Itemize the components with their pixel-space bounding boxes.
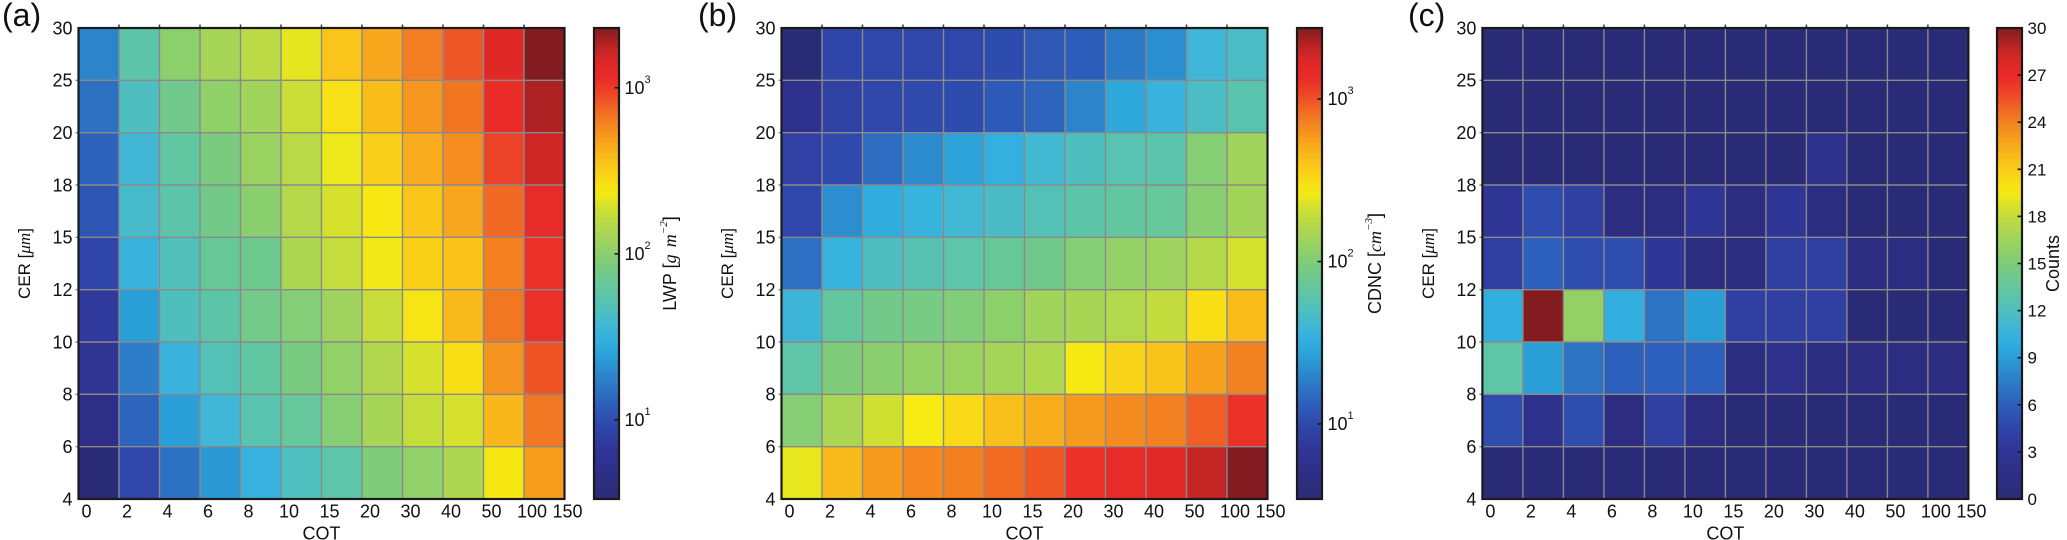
svg-text:6: 6 — [203, 502, 213, 522]
svg-text:10: 10 — [52, 332, 72, 352]
svg-text:12: 12 — [52, 280, 72, 300]
svg-text:15: 15 — [1723, 502, 1743, 522]
svg-text:20: 20 — [1456, 123, 1476, 143]
svg-text:15: 15 — [2028, 255, 2047, 274]
svg-text:20: 20 — [360, 502, 380, 522]
svg-text:40: 40 — [441, 502, 461, 522]
svg-text:100: 100 — [517, 502, 547, 522]
svg-text:25: 25 — [1456, 71, 1476, 91]
svg-text:18: 18 — [52, 175, 72, 195]
svg-text:(a): (a) — [2, 0, 41, 33]
svg-text:30: 30 — [52, 18, 72, 38]
svg-text:12: 12 — [2028, 302, 2047, 321]
svg-text:15: 15 — [1456, 228, 1476, 248]
svg-text:30: 30 — [2028, 19, 2047, 38]
svg-text:25: 25 — [755, 71, 775, 91]
svg-text:18: 18 — [1456, 175, 1476, 195]
svg-text:8: 8 — [243, 502, 253, 522]
svg-text:6: 6 — [62, 437, 72, 457]
svg-text:50: 50 — [1885, 502, 1905, 522]
svg-text:21: 21 — [2028, 160, 2047, 179]
svg-text:2: 2 — [1526, 502, 1536, 522]
svg-text:30: 30 — [1103, 502, 1123, 522]
svg-text:6: 6 — [765, 437, 775, 457]
svg-text:20: 20 — [52, 123, 72, 143]
svg-text:10: 10 — [755, 332, 775, 352]
svg-text:4: 4 — [1566, 502, 1576, 522]
svg-text:0: 0 — [81, 502, 91, 522]
svg-text:8: 8 — [765, 385, 775, 405]
svg-text:LWP [g m−2]: LWP [g m−2] — [658, 216, 680, 311]
svg-text:15: 15 — [52, 228, 72, 248]
svg-text:10: 10 — [1683, 502, 1703, 522]
svg-text:10: 10 — [982, 502, 1002, 522]
svg-text:100: 100 — [1220, 502, 1250, 522]
svg-text:(b): (b) — [698, 0, 737, 33]
svg-text:2: 2 — [825, 502, 835, 522]
svg-text:15: 15 — [319, 502, 339, 522]
svg-text:18: 18 — [2028, 207, 2047, 226]
svg-text:30: 30 — [1804, 502, 1824, 522]
svg-text:6: 6 — [906, 502, 916, 522]
svg-text:20: 20 — [755, 123, 775, 143]
svg-text:CER [μm]: CER [μm] — [15, 228, 34, 299]
svg-text:4: 4 — [765, 489, 775, 509]
svg-text:25: 25 — [52, 71, 72, 91]
svg-text:3: 3 — [2028, 443, 2037, 462]
svg-text:20: 20 — [1764, 502, 1784, 522]
svg-text:150: 150 — [1956, 502, 1986, 522]
svg-text:50: 50 — [481, 502, 501, 522]
svg-text:101: 101 — [1328, 410, 1354, 434]
svg-text:6: 6 — [1607, 502, 1617, 522]
svg-text:30: 30 — [1456, 18, 1476, 38]
svg-text:150: 150 — [1255, 502, 1285, 522]
svg-text:0: 0 — [1485, 502, 1495, 522]
svg-text:15: 15 — [755, 228, 775, 248]
svg-text:COT: COT — [1706, 524, 1744, 540]
svg-text:0: 0 — [784, 502, 794, 522]
svg-text:30: 30 — [755, 18, 775, 38]
svg-text:CER [μm]: CER [μm] — [718, 228, 737, 299]
svg-text:100: 100 — [1921, 502, 1951, 522]
svg-text:COT: COT — [303, 524, 341, 540]
svg-text:6: 6 — [1466, 437, 1476, 457]
svg-text:CER [μm]: CER [μm] — [1419, 228, 1438, 299]
svg-text:Counts: Counts — [2043, 235, 2063, 292]
svg-text:(c): (c) — [1408, 0, 1445, 33]
svg-text:6: 6 — [2028, 396, 2037, 415]
svg-text:4: 4 — [62, 489, 72, 509]
svg-text:20: 20 — [1063, 502, 1083, 522]
svg-text:150: 150 — [552, 502, 582, 522]
svg-text:10: 10 — [279, 502, 299, 522]
svg-text:CDNC [cm−3]: CDNC [cm−3] — [1363, 213, 1385, 314]
svg-text:50: 50 — [1184, 502, 1204, 522]
svg-text:8: 8 — [62, 385, 72, 405]
svg-text:27: 27 — [2028, 66, 2047, 85]
svg-text:8: 8 — [946, 502, 956, 522]
svg-text:12: 12 — [755, 280, 775, 300]
svg-text:40: 40 — [1845, 502, 1865, 522]
svg-text:8: 8 — [1647, 502, 1657, 522]
svg-text:8: 8 — [1466, 385, 1476, 405]
svg-text:4: 4 — [162, 502, 172, 522]
svg-text:40: 40 — [1144, 502, 1164, 522]
svg-text:12: 12 — [1456, 280, 1476, 300]
svg-text:0: 0 — [2028, 490, 2037, 509]
svg-text:18: 18 — [755, 175, 775, 195]
svg-text:2: 2 — [122, 502, 132, 522]
svg-text:4: 4 — [1466, 489, 1476, 509]
svg-text:COT: COT — [1006, 524, 1044, 540]
svg-text:9: 9 — [2028, 349, 2037, 368]
svg-text:15: 15 — [1022, 502, 1042, 522]
svg-text:24: 24 — [2028, 113, 2047, 132]
svg-text:10: 10 — [1456, 332, 1476, 352]
svg-text:4: 4 — [865, 502, 875, 522]
svg-text:30: 30 — [400, 502, 420, 522]
